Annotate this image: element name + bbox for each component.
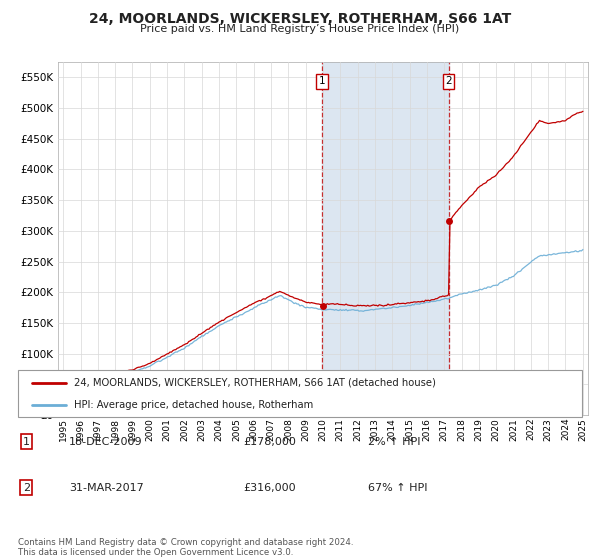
Text: 1: 1 <box>23 437 30 447</box>
Text: 2% ↑ HPI: 2% ↑ HPI <box>368 437 420 447</box>
Text: 31-MAR-2017: 31-MAR-2017 <box>69 483 143 493</box>
Text: 18-DEC-2009: 18-DEC-2009 <box>69 437 142 447</box>
Text: 1: 1 <box>319 76 326 86</box>
Text: Contains HM Land Registry data © Crown copyright and database right 2024.
This d: Contains HM Land Registry data © Crown c… <box>18 538 353 557</box>
Text: HPI: Average price, detached house, Rotherham: HPI: Average price, detached house, Roth… <box>74 400 314 410</box>
Text: 24, MOORLANDS, WICKERSLEY, ROTHERHAM, S66 1AT: 24, MOORLANDS, WICKERSLEY, ROTHERHAM, S6… <box>89 12 511 26</box>
Bar <box>322 62 449 415</box>
Text: 2: 2 <box>445 76 452 86</box>
Text: £178,000: £178,000 <box>244 437 296 447</box>
Text: Price paid vs. HM Land Registry’s House Price Index (HPI): Price paid vs. HM Land Registry’s House … <box>140 24 460 34</box>
FancyBboxPatch shape <box>18 370 582 417</box>
Text: 67% ↑ HPI: 67% ↑ HPI <box>368 483 427 493</box>
Text: 24, MOORLANDS, WICKERSLEY, ROTHERHAM, S66 1AT (detached house): 24, MOORLANDS, WICKERSLEY, ROTHERHAM, S6… <box>74 378 436 388</box>
Text: 2: 2 <box>23 483 30 493</box>
Text: £316,000: £316,000 <box>244 483 296 493</box>
